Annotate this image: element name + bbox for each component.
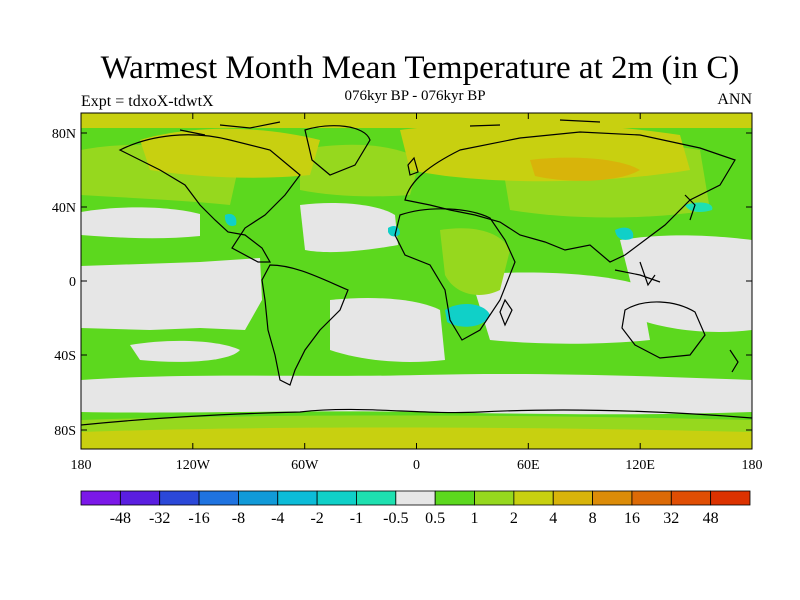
cyan-spot-pacific	[685, 202, 713, 213]
colorbar-swatch	[356, 490, 397, 506]
lon-tick-label: 120E	[625, 458, 655, 473]
colorbar-label: -2	[310, 510, 323, 527]
lightgreen-africa	[440, 228, 510, 295]
grey-band-atlantic	[300, 203, 398, 253]
coastline-north-america	[118, 134, 301, 263]
colorbar-swatch	[198, 490, 239, 506]
colorbar-label: 16	[624, 510, 640, 527]
coastline-madagascar	[499, 298, 513, 327]
colorbar-swatch	[631, 490, 672, 506]
lon-tick-label: 120W	[176, 458, 211, 473]
grey-band-north-pacific	[81, 207, 200, 239]
colorbar-label: 2	[510, 510, 518, 527]
colorbar-swatch	[592, 490, 633, 506]
grey-band-south-atlantic	[330, 298, 445, 362]
coastline-new-zealand	[729, 349, 739, 373]
lat-tick-label: 80S	[54, 424, 76, 439]
orange-siberia	[530, 157, 640, 181]
grey-band-pacific-west	[620, 235, 752, 332]
coastline-eurasia	[404, 131, 736, 263]
coastline-south-america	[261, 264, 349, 386]
cyan-spot-asia	[615, 227, 634, 240]
map-field	[81, 113, 752, 449]
lat-tick-label: 40S	[54, 349, 76, 364]
colorbar-label: -8	[232, 510, 245, 527]
orange-north-america	[140, 128, 320, 178]
map-subtitle: 076kyr BP - 076kyr BP	[344, 88, 486, 104]
coastlines	[81, 119, 752, 426]
colorbar-swatch	[119, 490, 161, 506]
colorbar-label: 8	[589, 510, 597, 527]
colorbar-swatch	[277, 490, 318, 506]
period-label: ANN	[717, 91, 752, 108]
colorbar-label: 32	[663, 510, 679, 527]
colorbar-swatch	[513, 490, 554, 506]
colorbar-swatch	[474, 490, 515, 506]
colorbar-label: 4	[549, 510, 557, 527]
experiment-label: Expt = tdxoX-tdwtX	[81, 93, 214, 110]
colorbar-swatch	[80, 490, 121, 506]
grey-band-tropics	[81, 258, 262, 330]
colorbar-swatch	[316, 490, 357, 506]
colorbar-label: -0.5	[383, 510, 408, 527]
grey-band-indian	[470, 272, 650, 344]
coastline-indonesia	[614, 261, 661, 287]
lon-tick-label: 180	[742, 458, 763, 473]
coastline-japan	[684, 194, 696, 221]
colorbar-swatch	[395, 490, 436, 506]
lon-tick-label: 0	[413, 458, 420, 473]
lon-tick-label: 60E	[517, 458, 540, 473]
colorbar-label: 1	[471, 510, 479, 527]
grey-band-southern	[81, 373, 752, 415]
longitude-axis: 180 120W 60W 0 60E 120E 180	[71, 113, 763, 473]
colorbar-swatch	[434, 490, 475, 506]
colorbar-label: -48	[110, 510, 131, 527]
coastline-australia	[621, 301, 706, 359]
colorbar-label: 48	[703, 510, 719, 527]
map-title: Warmest Month Mean Temperature at 2m (in…	[100, 50, 740, 86]
coastline-greenland	[304, 125, 371, 176]
colorbar-label: -4	[271, 510, 284, 527]
colorbar-swatch	[159, 490, 200, 506]
coastline-uk	[407, 156, 419, 176]
orange-antarctic	[81, 427, 752, 449]
lat-tick-label: 80N	[52, 127, 76, 142]
lat-tick-label: 40N	[52, 201, 76, 216]
colorbar: -48 -32 -16 -8 -4 -2 -1 -0.5 0.5 1 2 4 8 16 32 48	[80, 490, 751, 527]
coastline-antarctica	[81, 408, 752, 426]
lat-tick-label: 0	[69, 275, 76, 290]
colorbar-swatch	[552, 490, 593, 506]
lightgreen-north-atlantic	[300, 144, 420, 197]
colorbar-swatch	[710, 490, 751, 506]
cyan-spot-north-america	[224, 214, 237, 226]
colorbar-label: -1	[350, 510, 363, 527]
grey-band-south-pacific	[130, 340, 240, 362]
coastline-arctic-islands	[179, 119, 601, 136]
latitude-axis: 80N 40N 0 40S 80S	[52, 127, 752, 439]
colorbar-label: -16	[188, 510, 209, 527]
colorbar-label: -32	[149, 510, 170, 527]
colorbar-swatch	[670, 490, 712, 506]
lon-tick-label: 60W	[291, 458, 319, 473]
cyan-spot-africa	[445, 303, 490, 327]
colorbar-label: 0.5	[425, 510, 445, 527]
coastline-africa	[394, 208, 516, 341]
lon-tick-label: 180	[71, 458, 92, 473]
orange-arctic	[81, 113, 752, 128]
colorbar-swatch	[238, 490, 279, 506]
